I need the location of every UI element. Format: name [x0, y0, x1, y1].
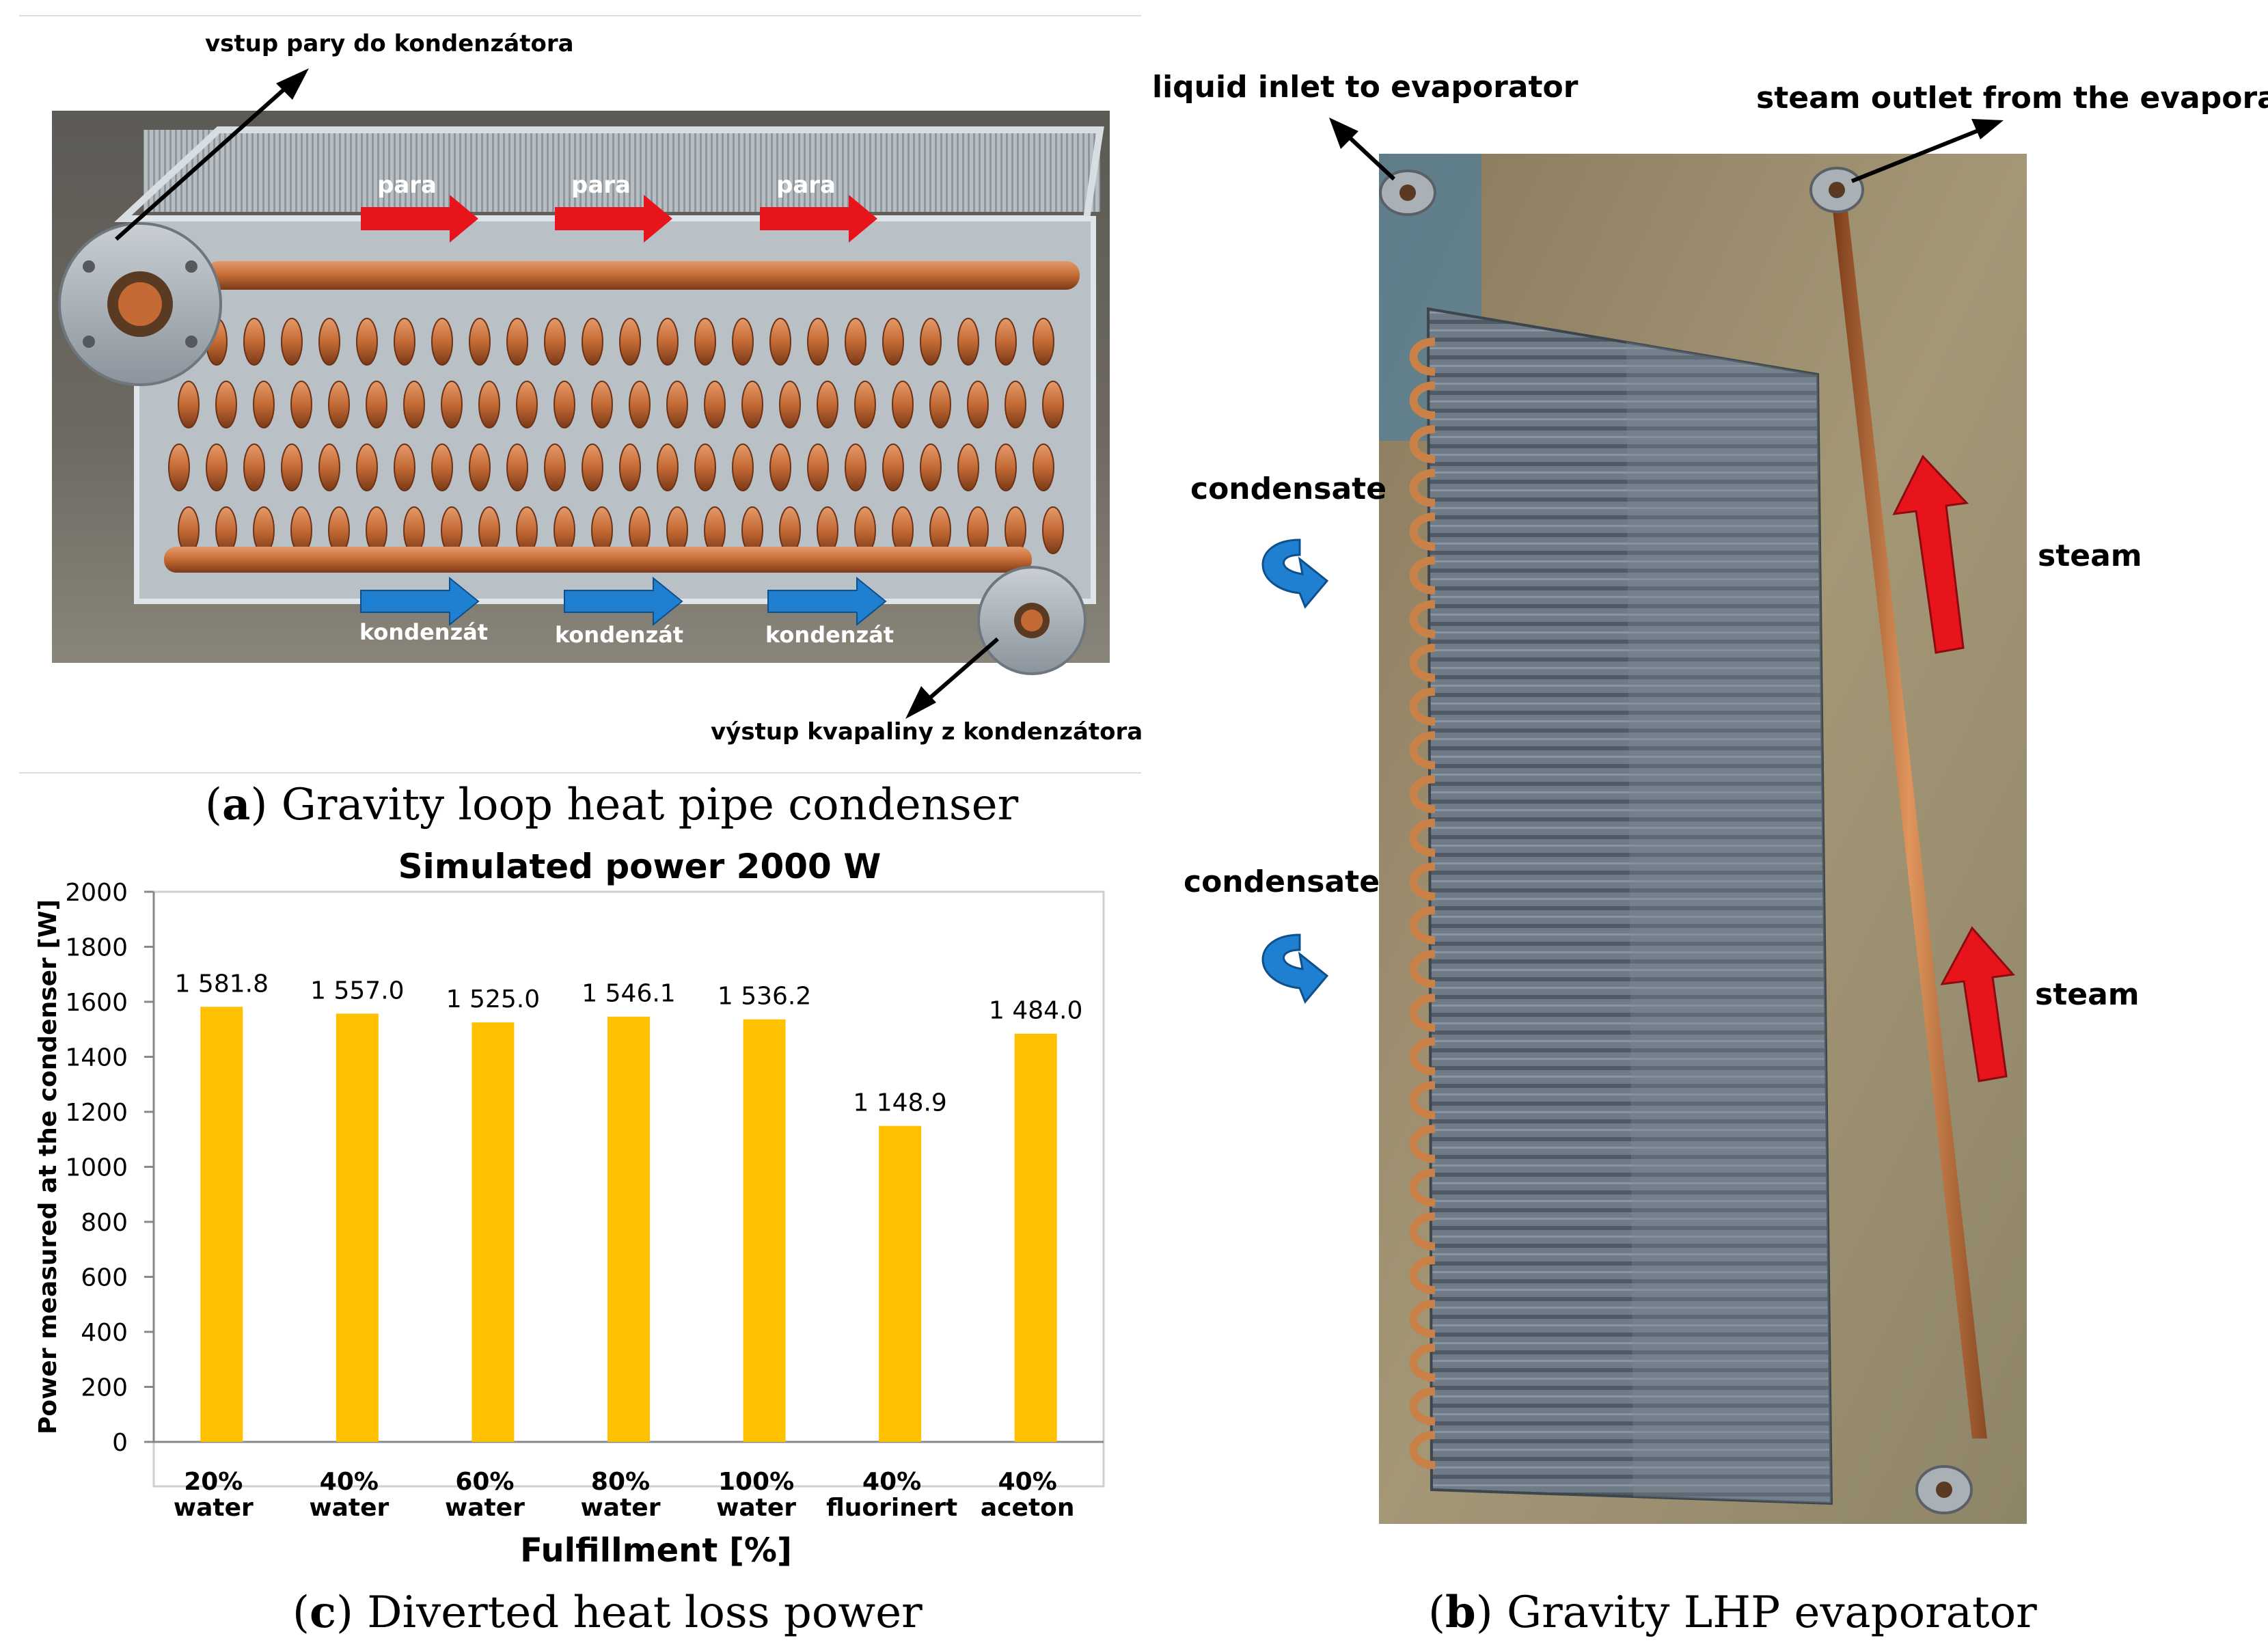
data-label: 1 148.9 — [853, 1089, 946, 1117]
y-tick-label: 1000 — [65, 1154, 128, 1182]
chart-title: Simulated power 2000 W — [398, 847, 882, 886]
steam-riser-pipe — [1831, 198, 1987, 1438]
caption-letter: c — [309, 1587, 336, 1638]
bar — [879, 1125, 922, 1442]
steam-label: steam — [2035, 977, 2140, 1012]
y-tick-label: 1400 — [65, 1044, 128, 1072]
x-tick-label: aceton — [981, 1494, 1075, 1522]
evaporator-figure: liquid inlet to evaporator steam outlet … — [1152, 70, 2268, 1524]
pipe-flange-icon — [977, 566, 1087, 675]
steam-arrow-icon — [361, 195, 877, 243]
condensate-label: condensate — [1190, 472, 1386, 506]
bar — [336, 1013, 379, 1442]
fin-block — [144, 130, 1100, 212]
divider-middle — [19, 772, 1141, 774]
y-tick-label: 1600 — [65, 989, 128, 1017]
bar — [200, 1007, 243, 1442]
caption-b: (b) Gravity LHP evaporator — [1428, 1587, 2037, 1638]
x-tick-label: 80% — [591, 1468, 650, 1496]
caption-letter: b — [1445, 1587, 1476, 1638]
condensate-label: kondenzát — [359, 619, 488, 645]
caption-a: (a) Gravity loop heat pipe condenser — [205, 779, 1019, 830]
copper-coils — [168, 318, 1064, 554]
y-tick-label: 0 — [112, 1429, 128, 1457]
x-tick-label: 40% — [998, 1468, 1057, 1496]
y-tick-label: 1200 — [65, 1099, 128, 1127]
y-tick-label: 800 — [81, 1209, 128, 1237]
caption-text: Gravity loop heat pipe condenser — [281, 780, 1019, 830]
pipe-flange-icon — [58, 222, 222, 386]
x-tick-label: fluorinert — [826, 1494, 957, 1522]
data-label: 1 581.8 — [175, 970, 269, 998]
condensate-label: condensate — [1184, 864, 1380, 899]
data-label: 1 525.0 — [446, 985, 540, 1013]
caption-c: (c) Diverted heat loss power — [292, 1587, 923, 1638]
pointer-arrow-icon — [1329, 118, 2004, 183]
data-label: 1 557.0 — [310, 977, 404, 1005]
bar-chart: Simulated power 2000 W 0 200 400 600 800 1000… — [34, 847, 1105, 1568]
x-tick-label: water — [445, 1494, 525, 1522]
x-tick-label: 60% — [455, 1468, 514, 1496]
data-label: 1 484.0 — [989, 997, 1082, 1025]
copper-u-bends — [1409, 338, 1436, 1469]
y-tick-label: 600 — [81, 1264, 128, 1292]
bar — [607, 1016, 650, 1442]
y-axis-label: Power measured at the condenser [W] — [34, 899, 62, 1434]
steam-outlet-label: steam outlet from the evaporator — [1756, 81, 2268, 115]
steam-label: steam — [2038, 538, 2142, 573]
condensate-arrow-icon — [360, 576, 887, 627]
caption-letter: a — [221, 779, 251, 830]
liquid-inlet-label: liquid inlet to evaporator — [1152, 70, 1579, 105]
divider-top — [19, 15, 1141, 16]
x-tick-label: 100% — [718, 1468, 794, 1496]
data-label: 1 546.1 — [582, 980, 675, 1008]
steam-label: para — [377, 172, 437, 199]
x-tick-label: 20% — [184, 1468, 243, 1496]
x-tick-label: 40% — [862, 1468, 921, 1496]
steam-header-pipe — [205, 261, 1080, 290]
x-tick-label: 40% — [320, 1468, 379, 1496]
bar — [1014, 1033, 1057, 1442]
steam-label: para — [571, 172, 631, 199]
steam-arrow-icon — [1892, 454, 2015, 1082]
steam-label: para — [776, 172, 836, 199]
x-tick-label: water — [309, 1494, 389, 1522]
bar — [472, 1022, 515, 1442]
pointer-arrow-icon — [115, 68, 999, 719]
condensate-label: kondenzát — [555, 622, 683, 648]
curved-arrow-icon — [1261, 538, 1329, 1004]
data-label: 1 536.2 — [718, 983, 811, 1011]
x-axis-label: Fulfillment [%] — [520, 1531, 792, 1568]
caption-text: Gravity LHP evaporator — [1507, 1587, 2037, 1638]
evaporator-fin-block — [1426, 307, 1833, 1505]
bar — [743, 1019, 786, 1442]
x-tick-label: water — [581, 1494, 661, 1522]
y-tick-label: 400 — [81, 1319, 128, 1347]
condenser-inlet-label: vstup pary do kondenzátora — [205, 30, 574, 57]
y-tick-label: 1800 — [65, 934, 128, 962]
pipe-flange-icon — [1379, 167, 1973, 1514]
y-tick-label: 2000 — [65, 879, 128, 907]
y-tick-label: 200 — [81, 1374, 128, 1402]
caption-text: Diverted heat loss power — [367, 1587, 923, 1638]
condensate-header-pipe — [164, 547, 1032, 573]
x-tick-label: water — [716, 1494, 796, 1522]
condensate-label: kondenzát — [765, 622, 894, 648]
condenser-figure: vstup pary do kondenzátora výstup kvapal… — [52, 30, 1143, 746]
x-tick-label: water — [174, 1494, 254, 1522]
condenser-outlet-label: výstup kvapaliny z kondenzátora — [711, 718, 1143, 746]
